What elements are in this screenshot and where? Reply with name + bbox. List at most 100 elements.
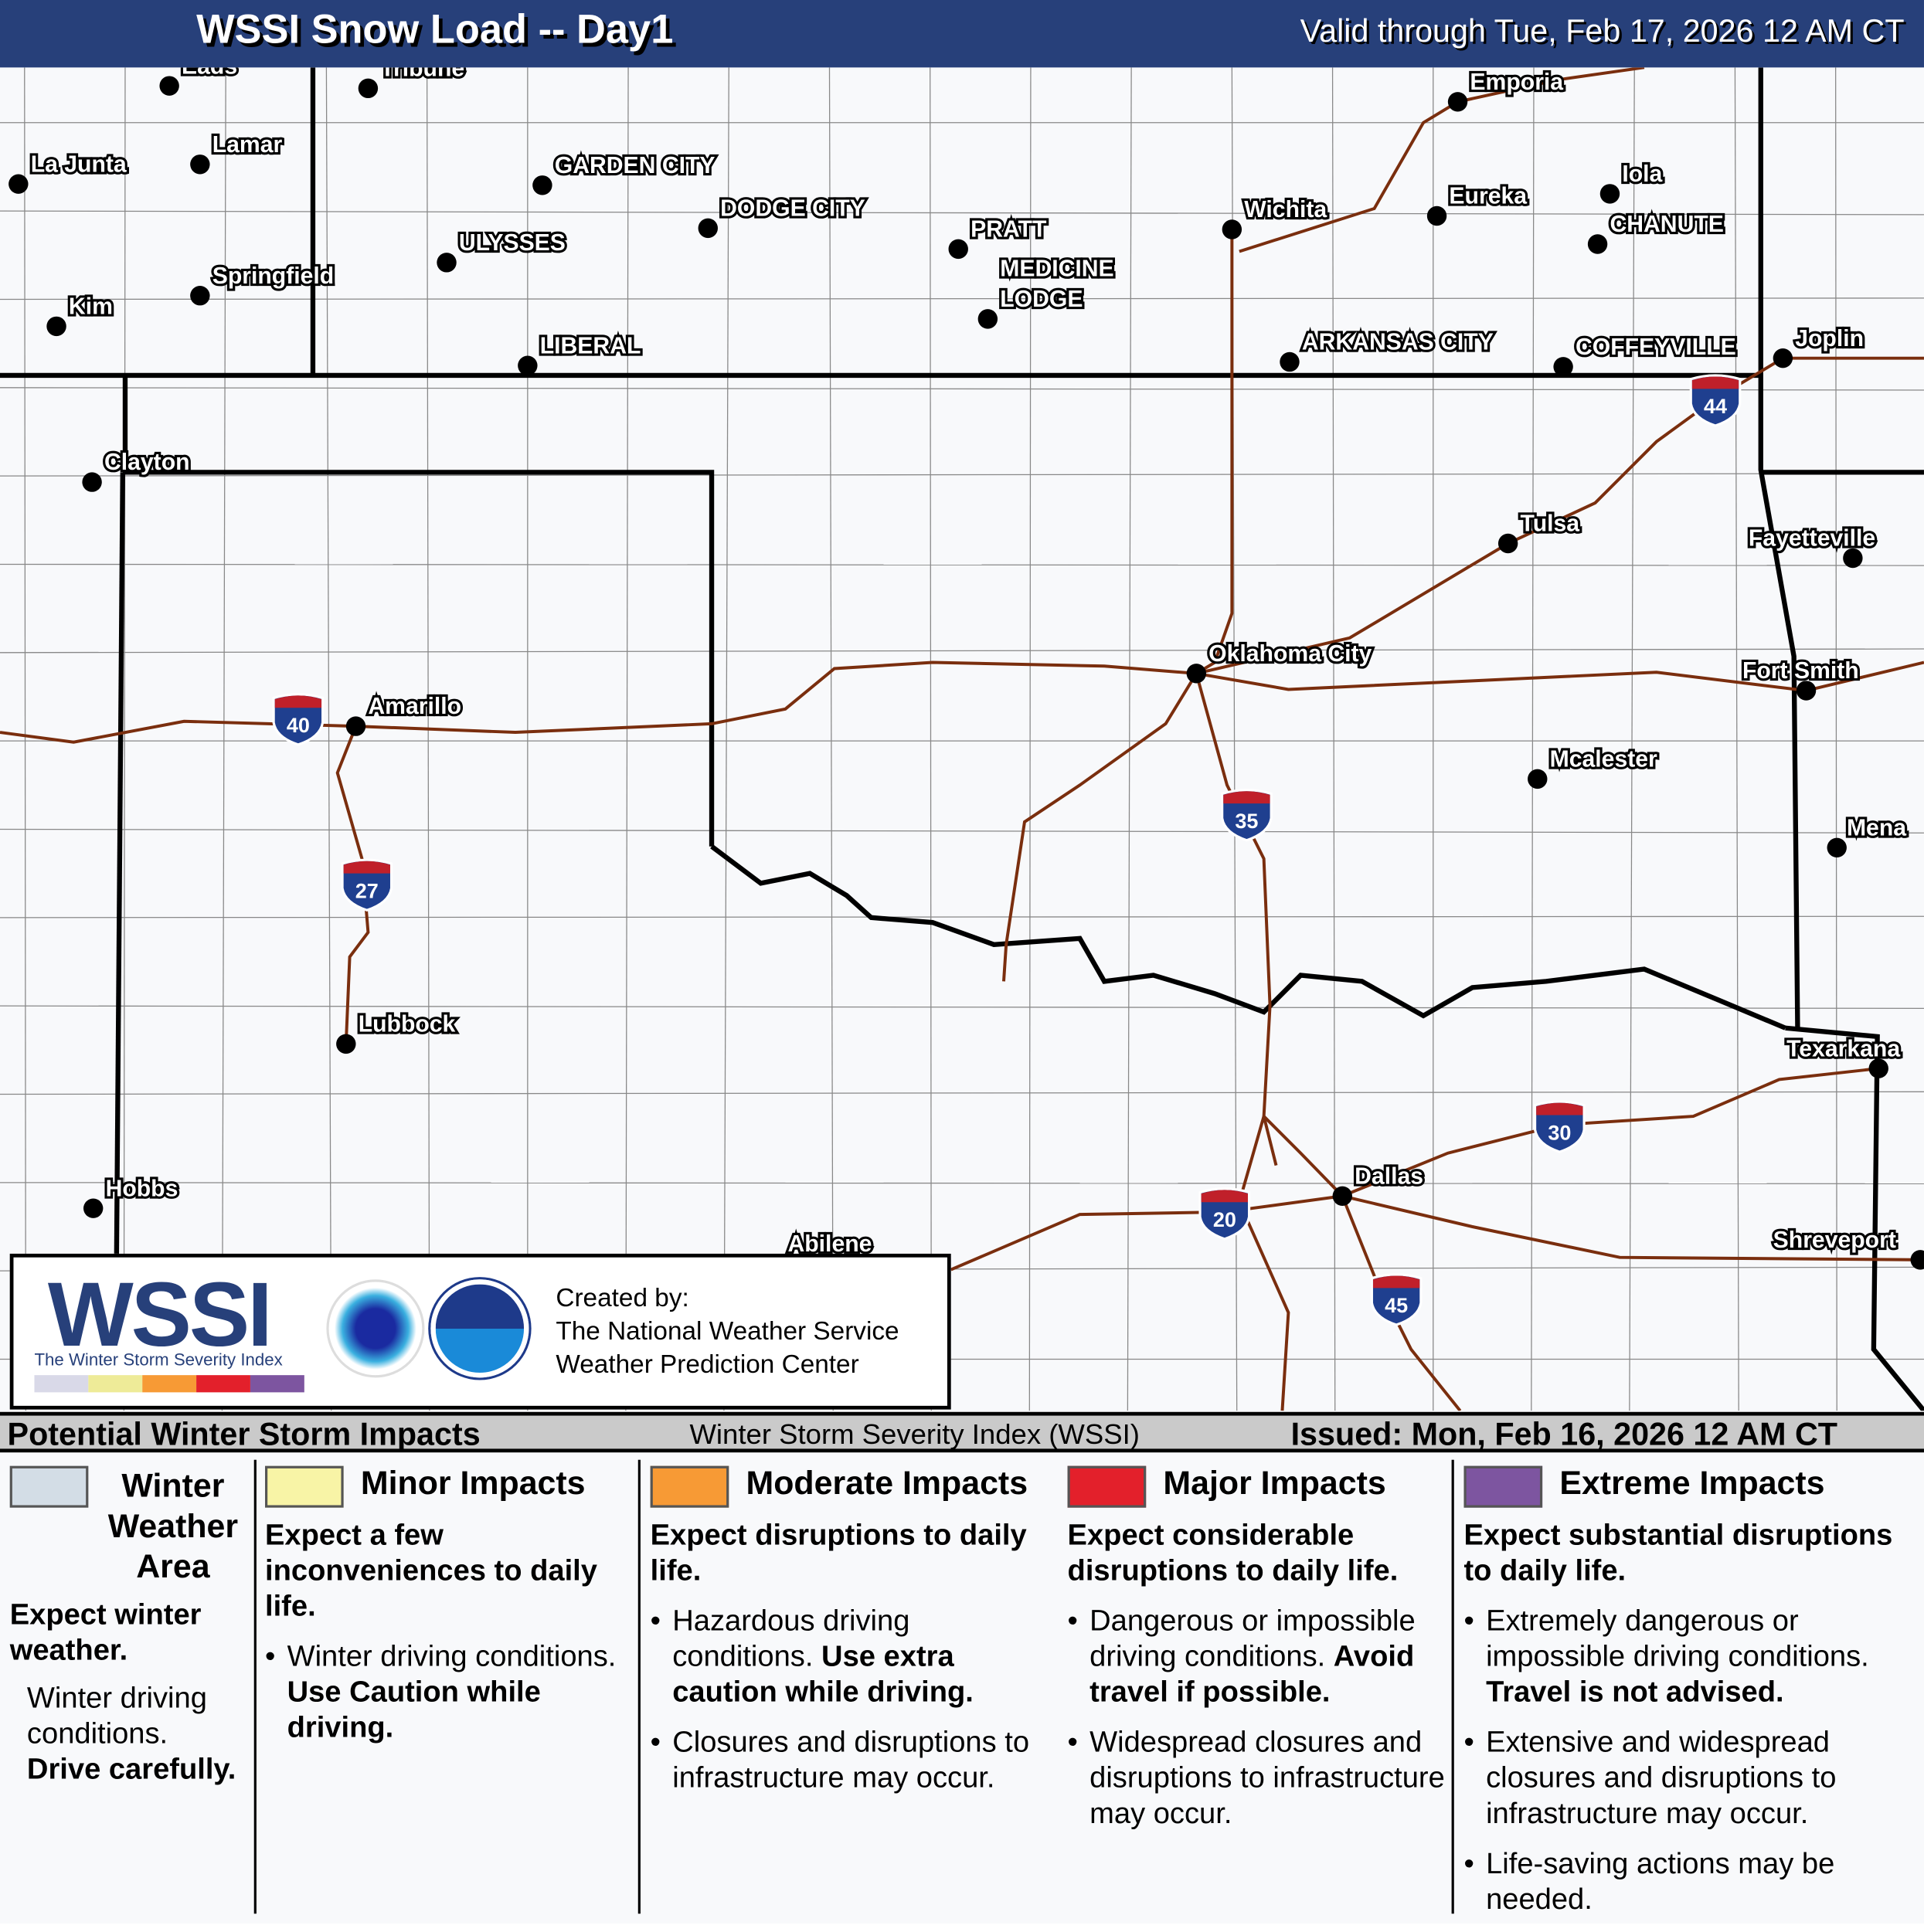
severity-swatch: [142, 1375, 197, 1393]
state-borders: [0, 67, 1924, 1411]
header: WSSI Snow Load -- Day1 Valid through Tue…: [0, 0, 1924, 68]
city-dot: [1497, 533, 1518, 554]
city-dot: [8, 174, 29, 194]
city-marker: Mena: [1827, 813, 1909, 858]
city-label: Clayton: [104, 450, 190, 475]
city-label: DODGE CITY: [720, 195, 865, 221]
city-marker: Abilene: [785, 1229, 874, 1259]
impact-emphasis: Use Caution while driving.: [287, 1676, 541, 1745]
city-dot: [1843, 548, 1863, 569]
impact-bullet: Dangerous or impossible driving conditio…: [1068, 1604, 1448, 1710]
city-dot: [190, 154, 210, 175]
city-label: La Junta: [31, 151, 127, 177]
org-nws: The National Weather Service: [556, 1317, 899, 1346]
city-marker: LIBERAL: [518, 331, 644, 375]
interstate-number: 35: [1235, 810, 1258, 833]
category-name: Extreme Impacts: [1559, 1465, 1825, 1502]
city-dot: [336, 1034, 356, 1054]
city-label: Tribune: [380, 67, 464, 81]
city-dot: [1528, 769, 1548, 789]
category-name: Minor Impacts: [360, 1465, 586, 1502]
city-dot: [1773, 348, 1793, 368]
issued-time: Issued: Mon, Feb 16, 2026 12 AM CT: [1290, 1415, 1838, 1453]
city-label: Dallas: [1355, 1163, 1423, 1189]
city-label: Fort Smith: [1742, 658, 1859, 684]
nws-logo: [326, 1279, 425, 1378]
legend-category: Extreme Impacts Expect substantial disrup…: [1463, 1465, 1918, 1932]
interstate-number: 20: [1213, 1208, 1236, 1231]
interstate-number: 40: [287, 714, 310, 737]
city-marker: GARDEN CITY: [532, 151, 718, 195]
interstate-shield: 45: [1370, 1273, 1423, 1326]
city-marker: Tribune: [358, 67, 467, 99]
city-dot: [159, 76, 179, 96]
city-label: CHANUTE: [1610, 212, 1723, 237]
color-swatch: [650, 1465, 729, 1508]
city-dot: [1868, 1058, 1888, 1078]
city-label: PRATT: [970, 216, 1047, 242]
city-marker: PRATT: [948, 214, 1049, 260]
city-marker: Wichita: [1222, 195, 1330, 239]
city-dot: [358, 78, 379, 99]
city-dot: [82, 472, 102, 492]
city-label: Abilene: [787, 1231, 872, 1257]
legend-category: Minor Impacts Expect a few inconveniences…: [265, 1465, 633, 1761]
city-label: Shreveport: [1773, 1227, 1896, 1253]
interstate-shield: 40: [272, 693, 325, 746]
color-swatch: [265, 1465, 344, 1508]
city-marker: Amarillo: [345, 691, 464, 736]
city-label: Mena: [1847, 815, 1906, 840]
interstate-number: 27: [355, 879, 379, 902]
city-dot: [345, 716, 366, 736]
city-dot: [83, 1198, 104, 1218]
impact-bullet: Winter driving conditions. Use Caution w…: [265, 1639, 633, 1746]
city-label: MEDICINE: [1000, 256, 1113, 281]
city-dot: [1186, 664, 1207, 684]
city-dot: [1426, 205, 1447, 226]
category-summary: Expect disruptions to daily life.: [650, 1518, 1027, 1587]
severity-color-bar: [34, 1375, 304, 1393]
city-label: COFFEYVILLE: [1576, 334, 1736, 360]
impact-emphasis: Avoid travel if possible.: [1089, 1640, 1415, 1710]
city-label: LODGE: [1000, 287, 1083, 312]
city-marker: Oklahoma City: [1186, 639, 1375, 684]
impact-bullet: Hazardous driving conditions. Use extra …: [651, 1604, 1055, 1710]
city-marker: La Junta: [8, 149, 129, 194]
city-label: Hobbs: [106, 1176, 178, 1201]
city-dot: [1796, 681, 1817, 701]
category-name: Major Impacts: [1163, 1465, 1386, 1502]
city-dot: [1447, 92, 1468, 112]
impact-bullet: Extensive and widespread closures and di…: [1463, 1725, 1918, 1832]
city-dot: [437, 253, 457, 273]
interstate-shield: 30: [1534, 1100, 1586, 1153]
impact-emphasis: Drive carefully.: [26, 1753, 236, 1787]
category-name: Moderate Impacts: [746, 1465, 1028, 1502]
impact-emphasis: Use extra caution while driving.: [672, 1640, 974, 1710]
city-marker: Texarkana: [1784, 1034, 1902, 1078]
created-by-label: Created by:: [556, 1284, 689, 1313]
city-dot: [532, 175, 552, 195]
city-label: GARDEN CITY: [555, 153, 716, 178]
city-dot: [1827, 837, 1847, 858]
city-label: ARKANSAS CITY: [1302, 330, 1494, 355]
city-label: Kim: [69, 294, 113, 320]
city-marker: COFFEYVILLE: [1553, 332, 1739, 377]
city-marker: DODGE CITY: [698, 193, 868, 239]
city-label: LIBERAL: [540, 333, 641, 358]
city-marker: Hobbs: [83, 1173, 181, 1218]
city-marker: Eads: [159, 67, 240, 96]
city-marker: ULYSSES: [437, 228, 568, 273]
legend-title: Potential Winter Storm Impacts: [7, 1415, 481, 1453]
city-marker: Mcalester: [1528, 744, 1660, 789]
city-marker: Fayetteville: [1746, 523, 1878, 569]
highways: [0, 67, 1924, 1411]
divider: [1451, 1459, 1454, 1914]
city-dot: [977, 309, 998, 329]
city-marker: Tulsa: [1497, 508, 1582, 554]
city-marker: Fort Smith: [1740, 656, 1861, 701]
city-label: Tulsa: [1521, 511, 1580, 537]
city-marker: Springfield: [190, 261, 336, 306]
city-marker: Kim: [46, 291, 115, 337]
map-title: WSSI Snow Load -- Day1: [196, 5, 674, 52]
impact-emphasis: Travel is not advised.: [1486, 1676, 1784, 1710]
